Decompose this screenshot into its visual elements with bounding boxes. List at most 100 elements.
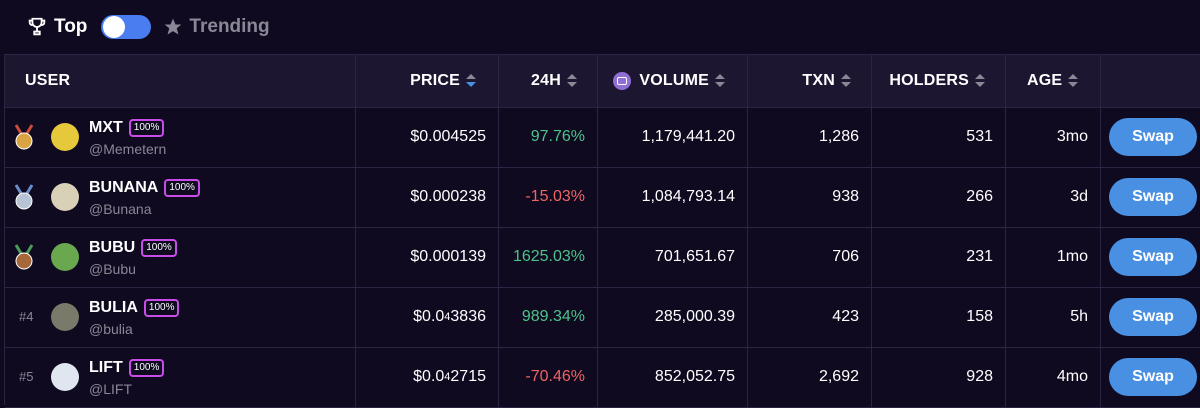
divider [747, 167, 748, 227]
table-row[interactable]: #4 BULIA 100% @bulia $0.0 4 3836 989.34% 285,000… [5, 287, 1200, 348]
divider [355, 287, 356, 347]
col-24h[interactable]: 24H [498, 55, 597, 107]
change-cell: 1625.03% [512, 248, 585, 265]
sort-icon [567, 74, 577, 88]
swap-button[interactable]: Swap [1109, 118, 1197, 156]
holders-cell: 531 [966, 128, 993, 145]
divider [1005, 227, 1006, 287]
token-name[interactable]: MXT [89, 119, 123, 136]
price-cell: $0.000238 [355, 167, 498, 227]
percent-badge: 100% [141, 239, 177, 257]
divider [747, 227, 748, 287]
col-price-label: PRICE [410, 72, 460, 89]
divider [597, 107, 598, 167]
col-price[interactable]: PRICE [355, 55, 498, 107]
divider [1005, 287, 1006, 347]
divider [1100, 347, 1101, 407]
divider [1005, 347, 1006, 407]
swap-button[interactable]: Swap [1109, 358, 1197, 396]
sort-icon [975, 74, 985, 88]
col-holders-label: HOLDERS [889, 72, 969, 89]
volume-cell: 1,179,441.20 [641, 128, 735, 145]
col-holders[interactable]: HOLDERS [871, 55, 1005, 107]
table-row[interactable]: BUBU 100% @Bubu $0.000139 1625.03% 701,651.67… [5, 227, 1200, 288]
token-handle[interactable]: @bulia [89, 321, 133, 337]
col-user-label: USER [25, 72, 71, 89]
trophy-icon [28, 17, 46, 36]
percent-badge: 100% [128, 119, 165, 137]
volume-cell: 852,052.75 [654, 368, 735, 385]
toggle-knob [103, 16, 126, 38]
price-main: $0.0 [413, 368, 445, 385]
token-handle[interactable]: @LIFT [89, 381, 132, 397]
col-volume[interactable]: VOLUME [597, 55, 747, 107]
txn-cell: 938 [832, 188, 859, 205]
change-cell: -70.46% [525, 368, 585, 385]
price-main: $0.000139 [410, 248, 486, 265]
divider [597, 287, 598, 347]
token-name[interactable]: BULIA [89, 299, 138, 316]
table-row[interactable]: #5 LIFT 100% @LIFT $0.0 4 2715 -70.46% 852,052.7… [5, 347, 1200, 408]
rank-number: #5 [19, 369, 34, 384]
holders-cell: 266 [966, 188, 993, 205]
txn-cell: 706 [832, 248, 859, 265]
sort-icon [715, 74, 725, 88]
sort-icon [1068, 74, 1079, 88]
divider [597, 55, 598, 107]
holders-cell: 231 [966, 248, 993, 265]
table-row[interactable]: BUNANA 100% @Bunana $0.000238 -15.03% 1,084,7… [5, 167, 1200, 228]
token-avatar [51, 243, 79, 271]
trending-label[interactable]: Trending [189, 16, 270, 37]
divider [1100, 227, 1101, 287]
top-trending-toggle[interactable] [101, 15, 152, 39]
top-label[interactable]: Top [54, 16, 88, 37]
price-tail: 3836 [450, 308, 486, 325]
swap-button[interactable]: Swap [1109, 238, 1197, 276]
age-cell: 5h [1070, 308, 1088, 325]
token-table: USER PRICE 24H VOLUME TXN HOLDERS AGE MX… [4, 54, 1200, 408]
price-main: $0.0 [413, 308, 445, 325]
token-name[interactable]: LIFT [89, 359, 123, 376]
change-cell: 989.34% [521, 308, 585, 325]
swap-button[interactable]: Swap [1109, 178, 1197, 216]
divider [498, 55, 499, 107]
age-cell: 1mo [1056, 248, 1088, 265]
table-row[interactable]: MXT 100% @Memetern $0.004525 97.76% 1,179,441… [5, 107, 1200, 168]
swap-button[interactable]: Swap [1109, 298, 1197, 336]
rank-number: #4 [19, 309, 34, 324]
token-avatar [51, 303, 79, 331]
sort-desc-icon [466, 74, 476, 88]
token-handle[interactable]: @Bunana [89, 201, 152, 217]
view-toggle-bar: Top Trending [0, 0, 1200, 54]
divider [871, 107, 872, 167]
divider [747, 55, 748, 107]
divider [871, 287, 872, 347]
token-handle[interactable]: @Memetern [89, 141, 167, 157]
divider [1100, 287, 1101, 347]
price-zero-count: 4 [444, 311, 451, 323]
divider [871, 347, 872, 407]
token-name[interactable]: BUBU [89, 239, 136, 256]
divider [747, 107, 748, 167]
percent-badge: 100% [164, 179, 200, 197]
divider [498, 167, 499, 227]
divider [597, 227, 598, 287]
col-user[interactable]: USER [25, 55, 225, 107]
txn-cell: 2,692 [818, 368, 859, 385]
col-age-label: AGE [1027, 72, 1063, 89]
price-cell: $0.0 4 3836 [355, 287, 498, 347]
change-cell: -15.03% [525, 188, 585, 205]
age-cell: 3mo [1056, 128, 1088, 145]
volume-cell: 1,084,793.14 [641, 188, 735, 205]
divider [1005, 55, 1006, 107]
price-cell: $0.000139 [355, 227, 498, 287]
divider [355, 347, 356, 407]
token-handle[interactable]: @Bubu [89, 261, 136, 277]
token-name[interactable]: BUNANA [89, 179, 159, 196]
divider [871, 55, 872, 107]
divider [498, 347, 499, 407]
col-age[interactable]: AGE [1005, 55, 1100, 107]
percent-badge: 100% [143, 299, 180, 317]
col-txn[interactable]: TXN [747, 55, 871, 107]
